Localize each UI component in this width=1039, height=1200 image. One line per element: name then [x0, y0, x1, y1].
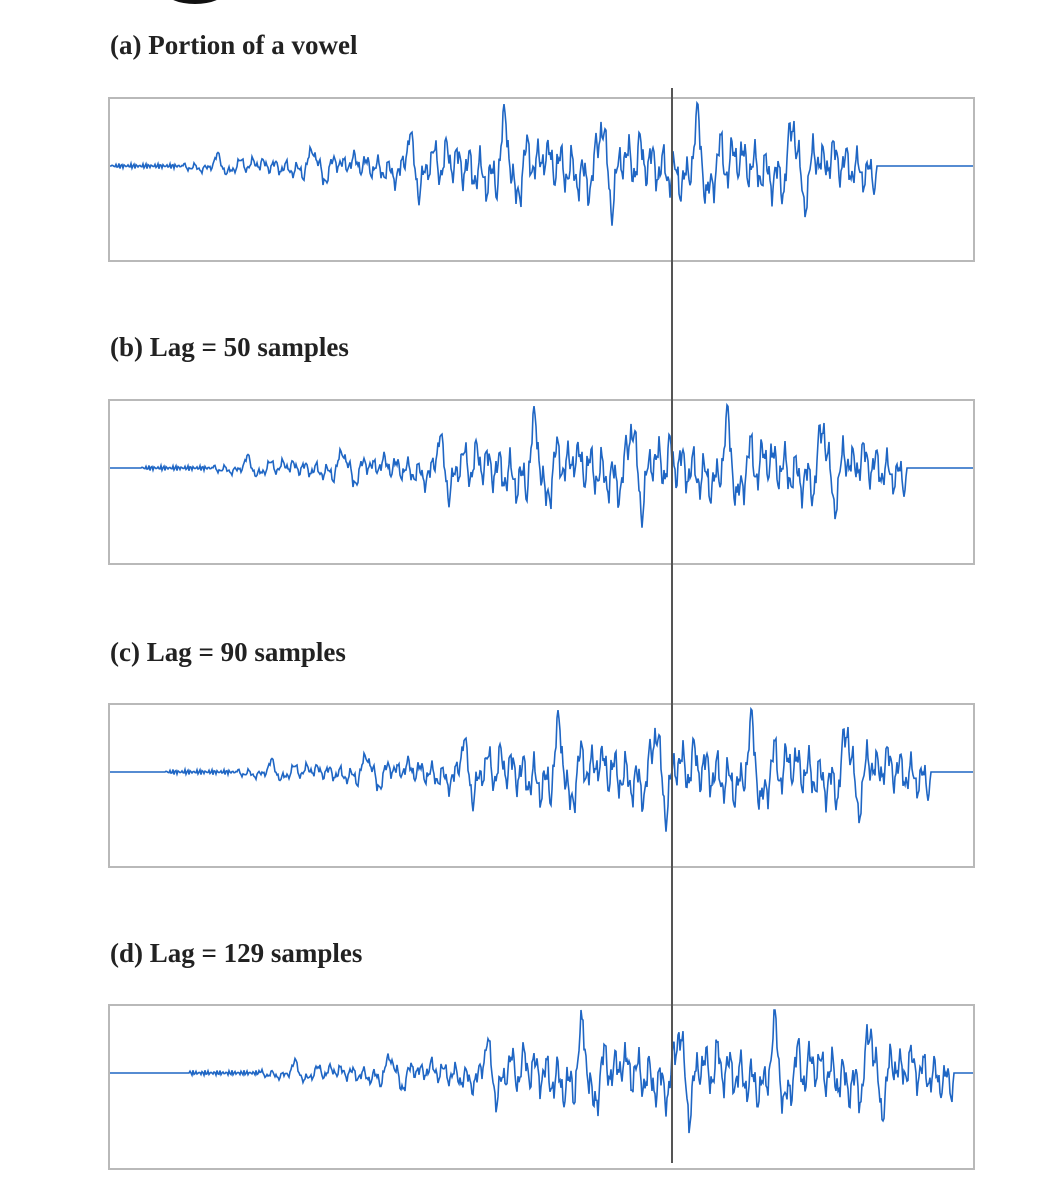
clipped-heading-fragment — [165, 0, 225, 4]
panel-a-title: (a) Portion of a vowel — [110, 30, 358, 60]
panel-b-waveform — [110, 402, 973, 528]
panel-a-frame — [108, 97, 975, 262]
panel-c-frame — [108, 703, 975, 868]
panel-c-waveform — [110, 706, 973, 832]
panel-d-frame — [108, 1004, 975, 1170]
panel-d-title: (d) Lag = 129 samples — [110, 938, 363, 968]
panel-b-frame — [108, 399, 975, 565]
panel-d-waveform — [110, 1009, 973, 1134]
panel-a-waveform — [110, 100, 973, 226]
panel-b-title: (b) Lag = 50 samples — [110, 332, 349, 362]
panel-c-title: (c) Lag = 90 samples — [110, 637, 346, 667]
